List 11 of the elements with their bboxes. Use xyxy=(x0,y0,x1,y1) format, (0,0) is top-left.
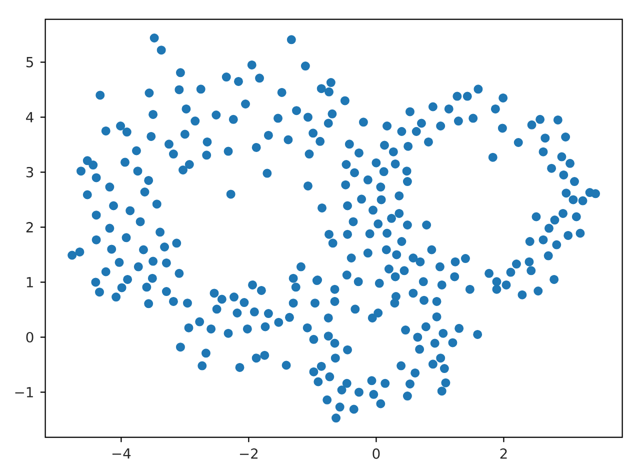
x-tick-label: −2 xyxy=(240,448,258,459)
y-tick-label: 2 xyxy=(26,222,33,232)
y-tick-label: 0 xyxy=(26,332,34,342)
y-tick-label: 5 xyxy=(26,57,33,68)
y-tick-label: 4 xyxy=(26,112,34,122)
x-tick-label: 0 xyxy=(372,448,380,459)
y-tick-label: −1 xyxy=(15,387,33,398)
x-tick-label: −4 xyxy=(112,448,131,459)
y-tick-label: 3 xyxy=(26,166,34,178)
y-tick-label: 1 xyxy=(26,277,33,288)
x-tick-label: 2 xyxy=(500,448,507,459)
